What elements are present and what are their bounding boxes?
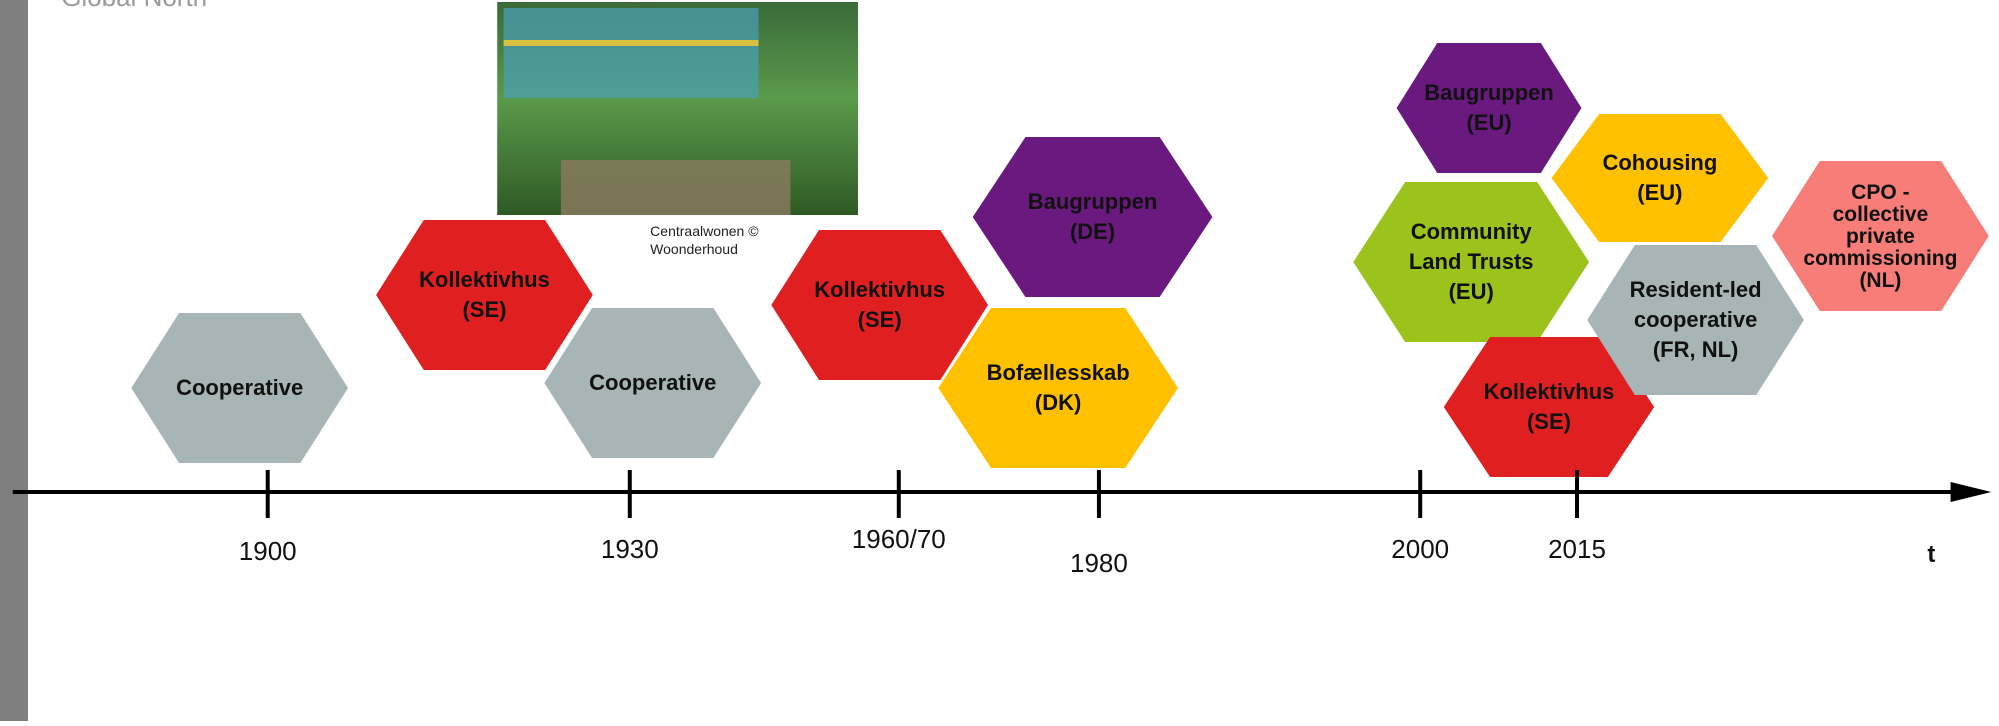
node-label: cooperative	[1634, 307, 1758, 332]
node-label: Cooperative	[176, 375, 303, 400]
hexagon	[771, 230, 988, 380]
node-label: Cooperative	[589, 370, 716, 395]
photo-caption: Woonderhoud	[650, 241, 738, 257]
slide: Global North Centraalwonen © Woonderhoud Co…	[0, 0, 1999, 721]
hexagon	[938, 308, 1178, 468]
tick-label: 2000	[1391, 534, 1449, 564]
hexagon	[1397, 43, 1582, 173]
hexagon-node: Baugruppen (DE)	[973, 137, 1213, 297]
hexagon-node: Bofællesskab (DK)	[938, 308, 1178, 468]
building	[504, 8, 759, 98]
node-label: (DK)	[1035, 390, 1081, 415]
node-label: Resident-led	[1630, 277, 1762, 302]
tick-label: 2015	[1548, 534, 1606, 564]
photo	[497, 2, 858, 215]
hexagon-node: Cooperative	[131, 313, 348, 463]
node-label: (EU)	[1466, 110, 1511, 135]
side-bar	[0, 0, 28, 721]
node-label: collective	[1833, 203, 1929, 226]
node-label: (DE)	[1070, 219, 1115, 244]
terrace	[561, 160, 790, 215]
title: Global North	[61, 0, 207, 12]
hexagon-node: Kollektivhus (SE)	[376, 220, 593, 370]
tick-label: 1980	[1070, 548, 1128, 578]
hexagon-node: Baugruppen (EU)	[1397, 43, 1582, 173]
hexagon	[1552, 114, 1769, 242]
hexagon-node: Community Land Trusts (EU)	[1353, 182, 1589, 342]
tick-label: 1960/70	[852, 524, 946, 554]
node-label: Kollektivhus	[814, 277, 945, 302]
node-label: Bofællesskab	[987, 360, 1130, 385]
node-label: CPO -	[1851, 181, 1909, 204]
node-label: Cohousing	[1602, 150, 1717, 175]
photo-caption: Centraalwonen ©	[650, 223, 759, 239]
node-label: Kollektivhus	[419, 267, 550, 292]
node-label: (FR, NL)	[1653, 337, 1739, 362]
node-label: (NL)	[1859, 269, 1901, 292]
node-label: (EU)	[1637, 180, 1682, 205]
hexagon-node: Cooperative	[544, 308, 761, 458]
node-label: Land Trusts	[1409, 249, 1534, 274]
node-label: (SE)	[462, 297, 506, 322]
hexagon-node: Kollektivhus (SE)	[771, 230, 988, 380]
axis-label: t	[1927, 541, 1935, 568]
hexagon-node: Cohousing (EU)	[1552, 114, 1769, 242]
node-label: (EU)	[1449, 279, 1494, 304]
building-floor	[504, 40, 759, 46]
node-label: Community	[1411, 219, 1533, 244]
node-label: Baugruppen	[1424, 80, 1554, 105]
node-label: Kollektivhus	[1484, 379, 1615, 404]
hexagon	[973, 137, 1213, 297]
node-label: private	[1846, 225, 1915, 248]
node-label: (SE)	[858, 307, 902, 332]
hexagon	[376, 220, 593, 370]
node-label: Baugruppen	[1028, 189, 1158, 214]
tick-label: 1900	[239, 536, 297, 566]
node-label: (SE)	[1527, 409, 1571, 434]
axis-arrow	[1951, 482, 1992, 502]
tick-label: 1930	[601, 534, 659, 564]
node-label: commissioning	[1803, 247, 1957, 270]
